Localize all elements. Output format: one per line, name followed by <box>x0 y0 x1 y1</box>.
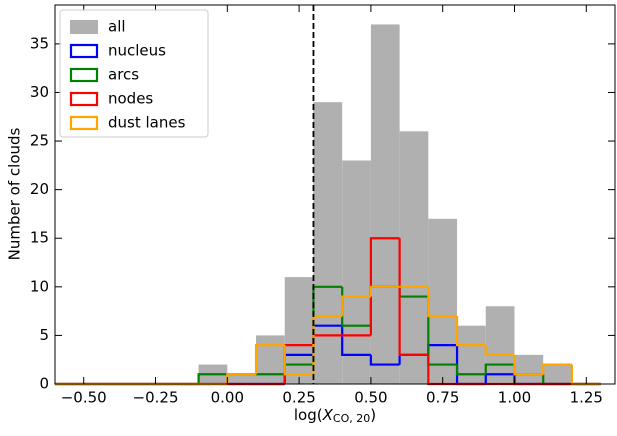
histogram-step <box>369 285 400 297</box>
bar <box>543 364 572 384</box>
y-tick-label: 0 <box>39 375 49 393</box>
y-tick-label: 10 <box>30 277 49 295</box>
y-axis-label: Number of clouds <box>6 127 24 260</box>
x-tick-label: −0.50 <box>61 389 107 407</box>
legend-label: arcs <box>108 66 139 84</box>
x-tick-label: 1.00 <box>498 389 531 407</box>
histogram-step <box>341 295 371 316</box>
x-tick-label: 0.50 <box>354 389 387 407</box>
histogram-step <box>369 237 400 336</box>
legend-label: nucleus <box>108 42 166 60</box>
legend-swatch <box>69 115 99 131</box>
x-tick-label: 0.25 <box>282 389 315 407</box>
x-tick-label: 0.75 <box>426 389 459 407</box>
bar <box>284 277 314 384</box>
histogram-step <box>254 344 285 375</box>
histogram-step <box>455 315 486 347</box>
legend-swatch <box>70 20 98 34</box>
x-tick-label: 1.25 <box>570 389 603 407</box>
bar <box>485 306 515 384</box>
histogram-step <box>542 363 572 375</box>
x-tick-label: 0.00 <box>211 389 244 407</box>
y-tick-label: 5 <box>39 326 49 344</box>
histogram-step <box>283 345 314 376</box>
histogram-step <box>398 238 429 356</box>
histogram-step <box>427 286 458 318</box>
legend-label: all <box>108 18 126 36</box>
plot-frame <box>54 4 616 385</box>
legend-label: nodes <box>108 90 153 108</box>
bar <box>313 102 343 384</box>
y-tick-label: 20 <box>30 180 49 198</box>
bar <box>256 335 285 384</box>
y-tick-label: 25 <box>30 132 49 150</box>
legend-swatch <box>69 43 99 59</box>
x-axis-label: log(XCO, 20) <box>294 406 376 426</box>
bar <box>370 24 400 384</box>
legend-swatch <box>69 67 99 83</box>
bar <box>227 374 257 384</box>
bar <box>428 218 458 384</box>
legend-swatch <box>69 91 99 107</box>
x-tick-label: −0.25 <box>133 389 179 407</box>
bar <box>342 160 371 384</box>
histogram-step <box>484 363 515 375</box>
y-tick-label: 35 <box>30 34 49 52</box>
histogram-step <box>455 364 486 376</box>
bar <box>399 131 429 384</box>
legend-label: dust lanes <box>108 114 186 132</box>
y-tick-label: 15 <box>30 229 49 247</box>
y-tick-label: 30 <box>30 83 49 101</box>
histogram-step <box>513 354 544 376</box>
bar <box>514 354 544 384</box>
histogram-step <box>484 345 515 356</box>
histogram-step <box>197 373 228 384</box>
histogram-step <box>369 354 400 366</box>
